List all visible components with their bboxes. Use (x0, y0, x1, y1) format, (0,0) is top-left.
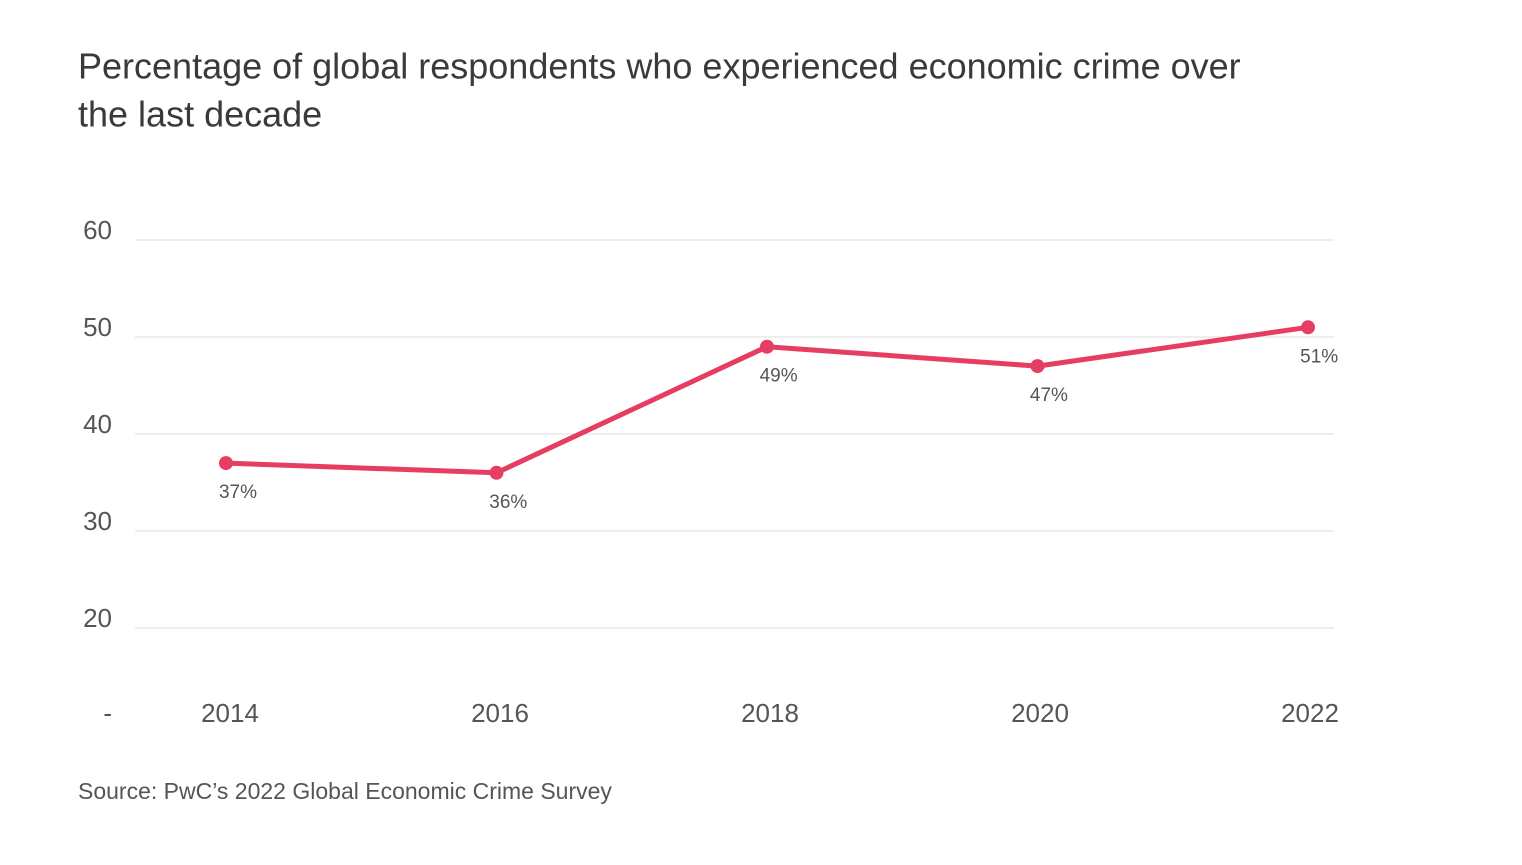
x-tick-label: 2014 (201, 698, 259, 728)
data-point (1030, 359, 1045, 374)
chart-title: Percentage of global respondents who exp… (78, 46, 1241, 87)
y-tick-label: - (103, 698, 112, 728)
data-point (219, 456, 233, 471)
x-tick-label: 2018 (741, 698, 799, 728)
x-tick-label: 2020 (1011, 698, 1069, 728)
data-label: 47% (1030, 385, 1068, 406)
source-note: Source: PwC’s 2022 Global Economic Crime… (78, 778, 612, 804)
chart-subtitle: the last decade (78, 94, 322, 135)
data-point (1301, 320, 1315, 335)
data-label: 36% (489, 492, 527, 513)
data-label: 51% (1300, 346, 1338, 367)
data-point (760, 339, 774, 354)
x-tick-label: 2022 (1281, 698, 1339, 728)
data-point (489, 465, 504, 480)
x-tick-label: 2016 (471, 698, 529, 728)
data-label: 49% (760, 366, 798, 387)
y-tick-label: 50 (83, 312, 112, 342)
y-tick-label: 60 (83, 215, 112, 245)
y-tick-label: 30 (83, 506, 112, 536)
data-label: 37% (219, 482, 257, 503)
y-tick-label: 20 (83, 603, 112, 633)
y-tick-label: 40 (83, 409, 112, 439)
